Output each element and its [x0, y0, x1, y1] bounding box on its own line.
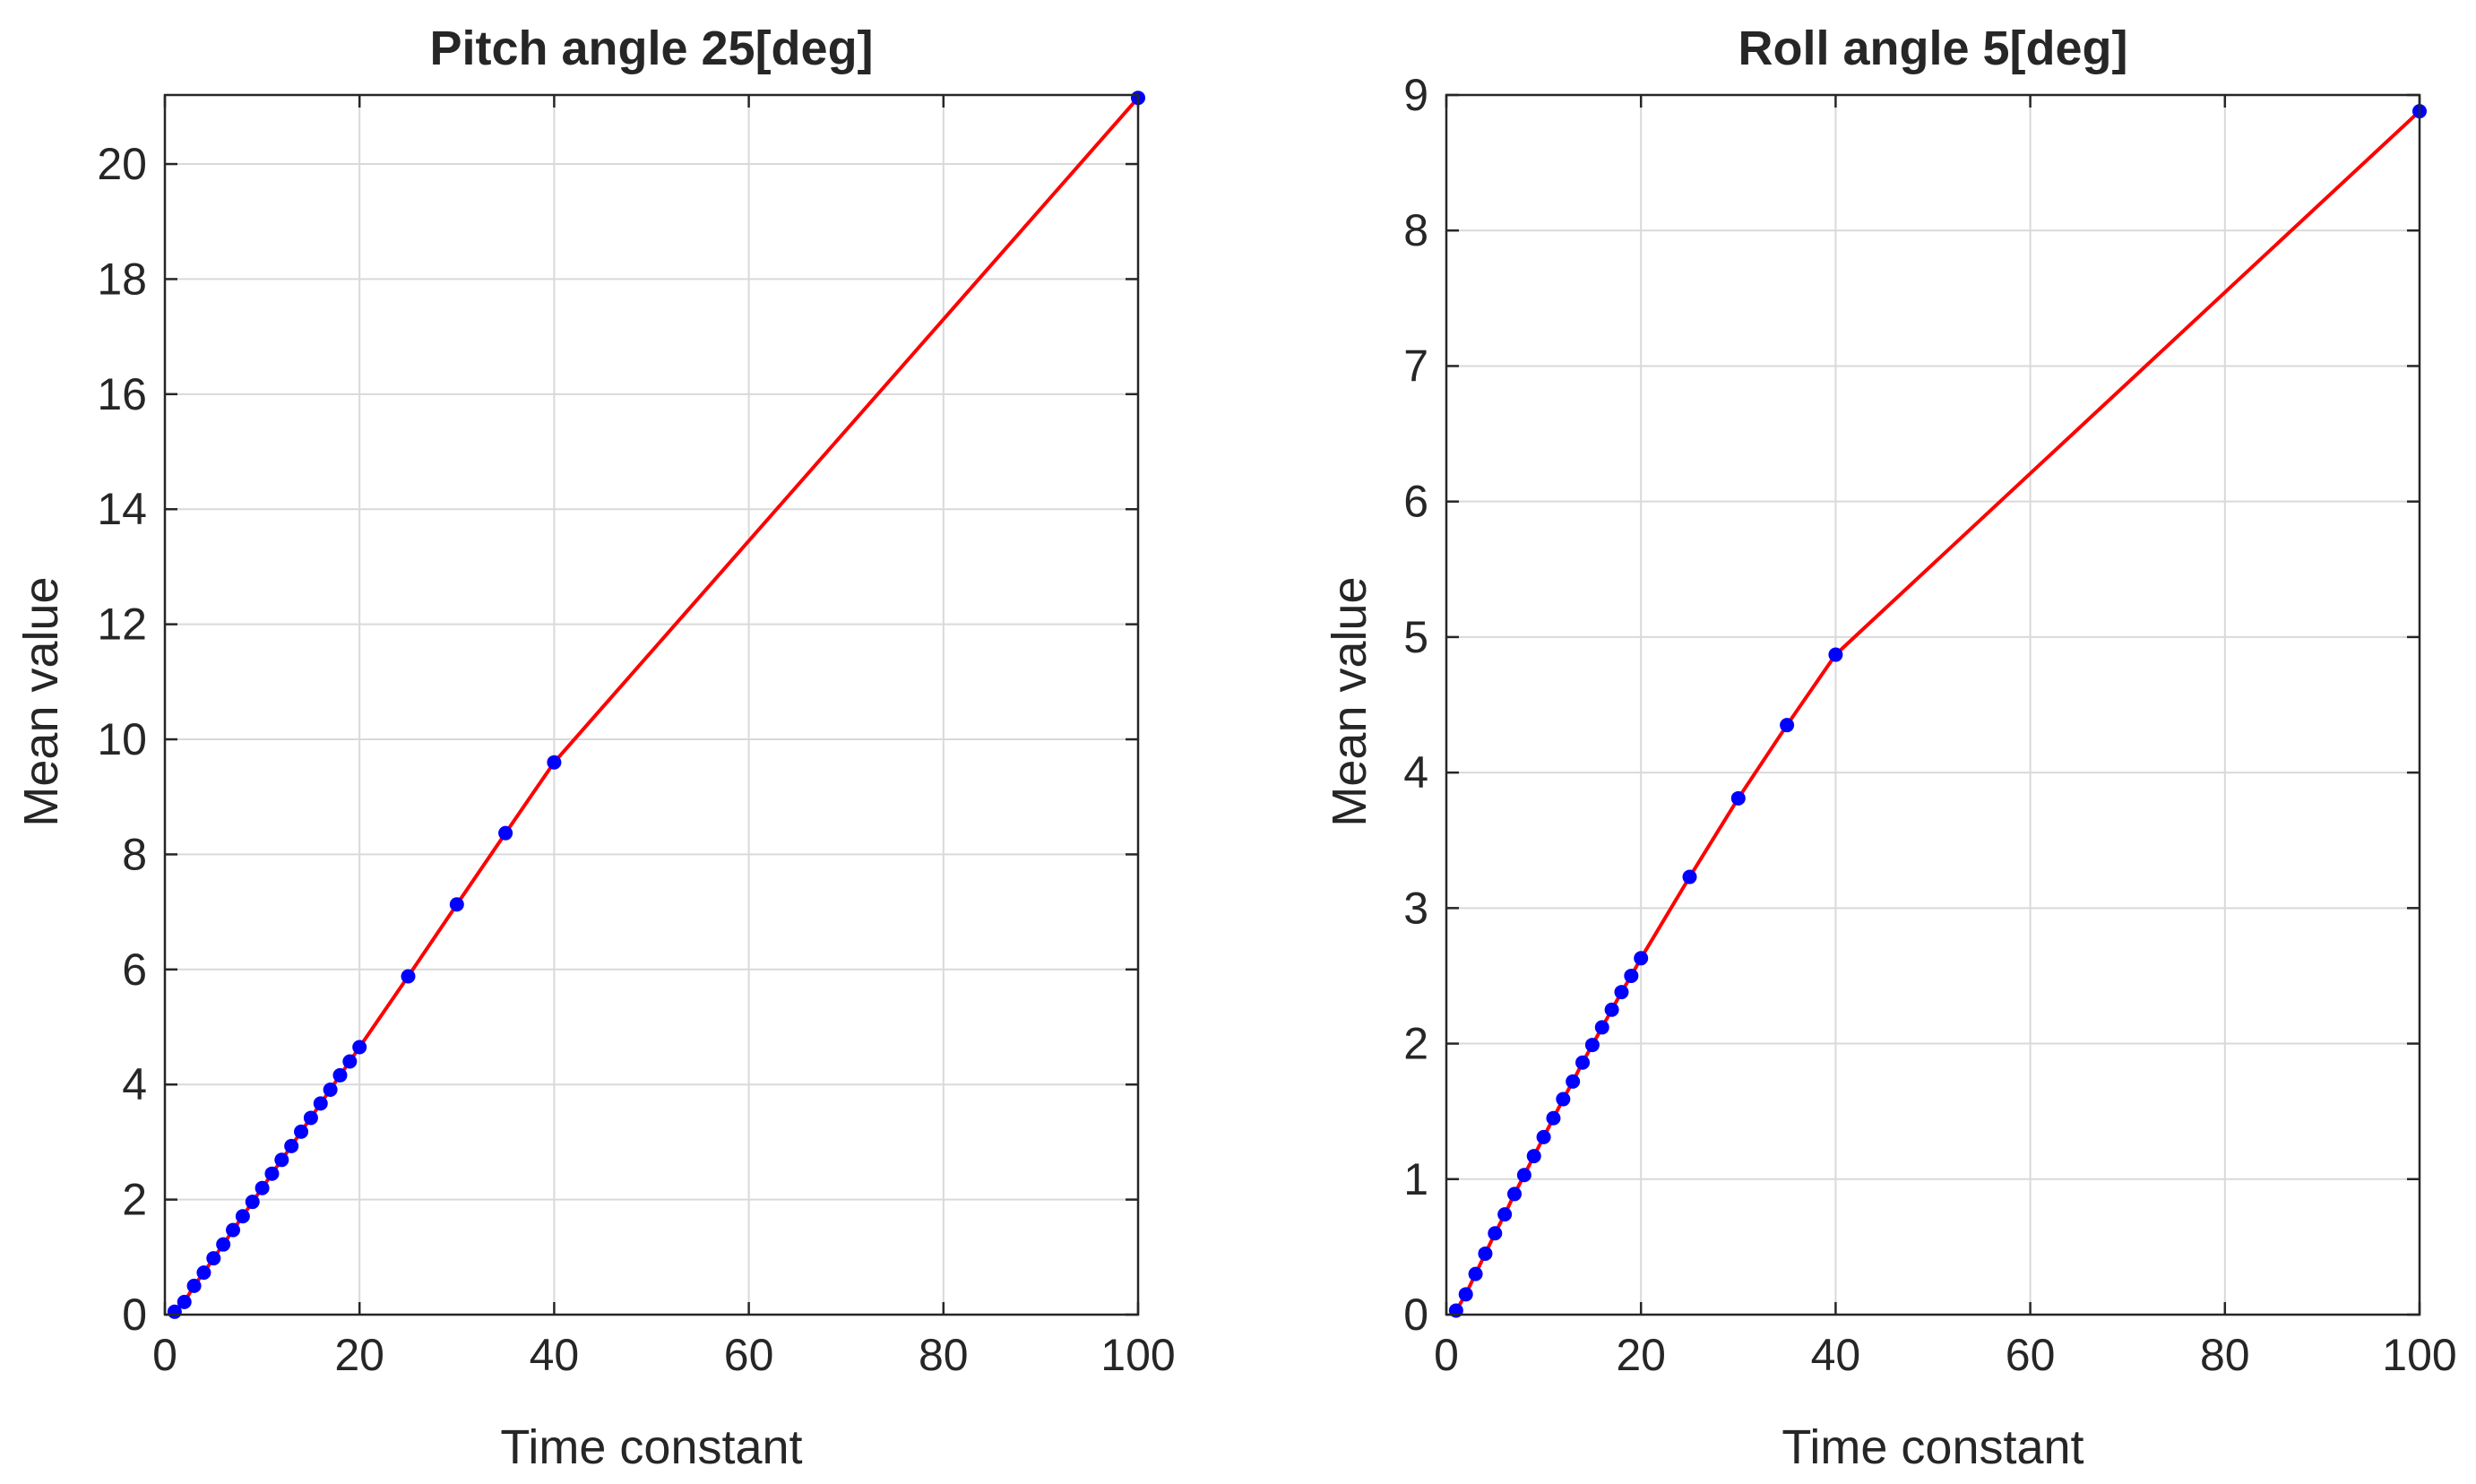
roll-data-point: [1780, 718, 1795, 733]
roll-x-tick-label: 100: [2382, 1330, 2456, 1380]
roll-y-tick-label: 7: [1403, 341, 1428, 391]
pitch-y-tick-label: 8: [122, 829, 147, 879]
pitch-data-point: [235, 1209, 250, 1224]
roll-ticks: 0 20 40 60 80 100 0 1 2 3 4 5 6 7 8 9: [1403, 70, 2457, 1380]
roll-data-point: [1730, 790, 1746, 806]
pitch-y-tick-label: 6: [122, 945, 147, 995]
roll-data-point: [1468, 1266, 1483, 1281]
roll-y-tick-label: 2: [1403, 1019, 1428, 1069]
roll-data-point: [1584, 1038, 1600, 1053]
roll-data-point: [1488, 1226, 1503, 1241]
roll-data-point: [1516, 1168, 1531, 1183]
roll-y-tick-label: 5: [1403, 612, 1428, 662]
pitch-axes: [163, 93, 1140, 1316]
pitch-data-point: [274, 1152, 289, 1168]
roll-data-point: [1634, 951, 1649, 966]
roll-y-axis-label: Mean value: [1323, 576, 1376, 826]
pitch-data-point: [352, 1040, 367, 1055]
roll-y-tick-label: 9: [1403, 70, 1428, 120]
pitch-data-point: [332, 1067, 348, 1083]
pitch-y-tick-label: 20: [97, 139, 147, 189]
roll-data-point: [1575, 1055, 1591, 1070]
pitch-x-tick-label: 20: [334, 1330, 384, 1380]
pitch-y-axis-label: Mean value: [14, 576, 68, 826]
roll-data-point: [1566, 1074, 1581, 1089]
pitch-data-point: [226, 1222, 241, 1238]
pitch-y-tick-label: 18: [97, 254, 147, 304]
pitch-data-point: [449, 897, 464, 912]
roll-data-point: [1614, 985, 1629, 1000]
roll-data-point: [1624, 968, 1639, 983]
roll-y-tick-label: 3: [1403, 883, 1428, 933]
roll-y-tick-label: 8: [1403, 205, 1428, 255]
pitch-chart: 0 20 40 60 80 100 0 2 4 6 8 10 12 14 16 18 20 Pitch angl…: [14, 22, 1176, 1474]
roll-data-point: [1536, 1129, 1551, 1144]
pitch-data-point: [323, 1082, 338, 1097]
pitch-data-point: [313, 1096, 328, 1111]
roll-data-point: [1507, 1186, 1523, 1202]
pitch-y-tick-label: 0: [122, 1290, 147, 1340]
pitch-data-point: [196, 1265, 211, 1281]
pitch-data-point: [216, 1237, 231, 1252]
pitch-data-point: [186, 1278, 202, 1293]
pitch-y-tick-label: 4: [122, 1059, 147, 1109]
pitch-x-tick-label: 40: [530, 1330, 580, 1380]
roll-x-tick-label: 0: [1434, 1330, 1459, 1380]
pitch-data-point: [177, 1294, 192, 1309]
pitch-y-tick-label: 16: [97, 369, 147, 419]
pitch-x-tick-label: 60: [724, 1330, 774, 1380]
roll-data-point: [1828, 647, 1843, 662]
roll-x-tick-label: 80: [2200, 1330, 2250, 1380]
roll-chart: 0 20 40 60 80 100 0 1 2 3 4 5 6 7 8 9 Roll angle 5[deg]…: [1323, 22, 2457, 1474]
roll-axes-box: [1445, 93, 2421, 1316]
pitch-data-point: [547, 755, 562, 770]
pitch-axes-box: [163, 93, 1140, 1316]
pitch-data-point: [401, 969, 416, 984]
pitch-x-axis-label: Time constant: [500, 1420, 802, 1474]
roll-y-tick-label: 4: [1403, 747, 1428, 798]
roll-y-tick-label: 0: [1403, 1290, 1428, 1340]
pitch-y-tick-label: 12: [97, 600, 147, 650]
roll-x-tick-label: 60: [2006, 1330, 2056, 1380]
roll-y-tick-label: 6: [1403, 477, 1428, 527]
pitch-chart-title: Pitch angle 25[deg]: [429, 22, 873, 75]
pitch-y-tick-label: 14: [97, 484, 147, 534]
roll-x-tick-label: 20: [1616, 1330, 1666, 1380]
pitch-data-point: [245, 1195, 260, 1210]
roll-data-point: [1556, 1091, 1571, 1107]
pitch-data-point: [284, 1138, 299, 1153]
roll-chart-title: Roll angle 5[deg]: [1738, 22, 2127, 75]
pitch-data-point: [342, 1054, 358, 1069]
roll-series: [1448, 104, 2427, 1318]
roll-data-point: [1458, 1287, 1473, 1302]
pitch-y-tick-label: 2: [122, 1175, 147, 1225]
pitch-series: [167, 91, 1145, 1319]
roll-axes: [1445, 93, 2421, 1316]
pitch-data-point: [255, 1180, 270, 1195]
pitch-data-point: [294, 1124, 309, 1139]
pitch-x-tick-label: 80: [919, 1330, 969, 1380]
roll-data-point: [1478, 1246, 1493, 1261]
roll-data-point: [1546, 1110, 1561, 1126]
pitch-ticks: 0 20 40 60 80 100 0 2 4 6 8 10 12 14 16 18 20: [97, 95, 1176, 1380]
roll-data-point: [1526, 1149, 1541, 1164]
pitch-data-point: [303, 1110, 318, 1126]
roll-x-tick-label: 40: [1811, 1330, 1861, 1380]
roll-data-point: [1497, 1207, 1513, 1222]
pitch-data-point: [264, 1166, 280, 1181]
pitch-y-tick-label: 10: [97, 714, 147, 764]
pitch-data-point: [206, 1251, 221, 1266]
roll-data-point: [1682, 869, 1697, 884]
pitch-x-tick-label: 0: [152, 1330, 177, 1380]
roll-x-axis-label: Time constant: [1782, 1420, 2083, 1474]
pitch-x-tick-label: 100: [1100, 1330, 1175, 1380]
roll-y-tick-label: 1: [1403, 1154, 1428, 1204]
roll-data-point: [1604, 1002, 1619, 1017]
roll-data-point: [1594, 1020, 1609, 1035]
pitch-data-point: [498, 825, 513, 841]
